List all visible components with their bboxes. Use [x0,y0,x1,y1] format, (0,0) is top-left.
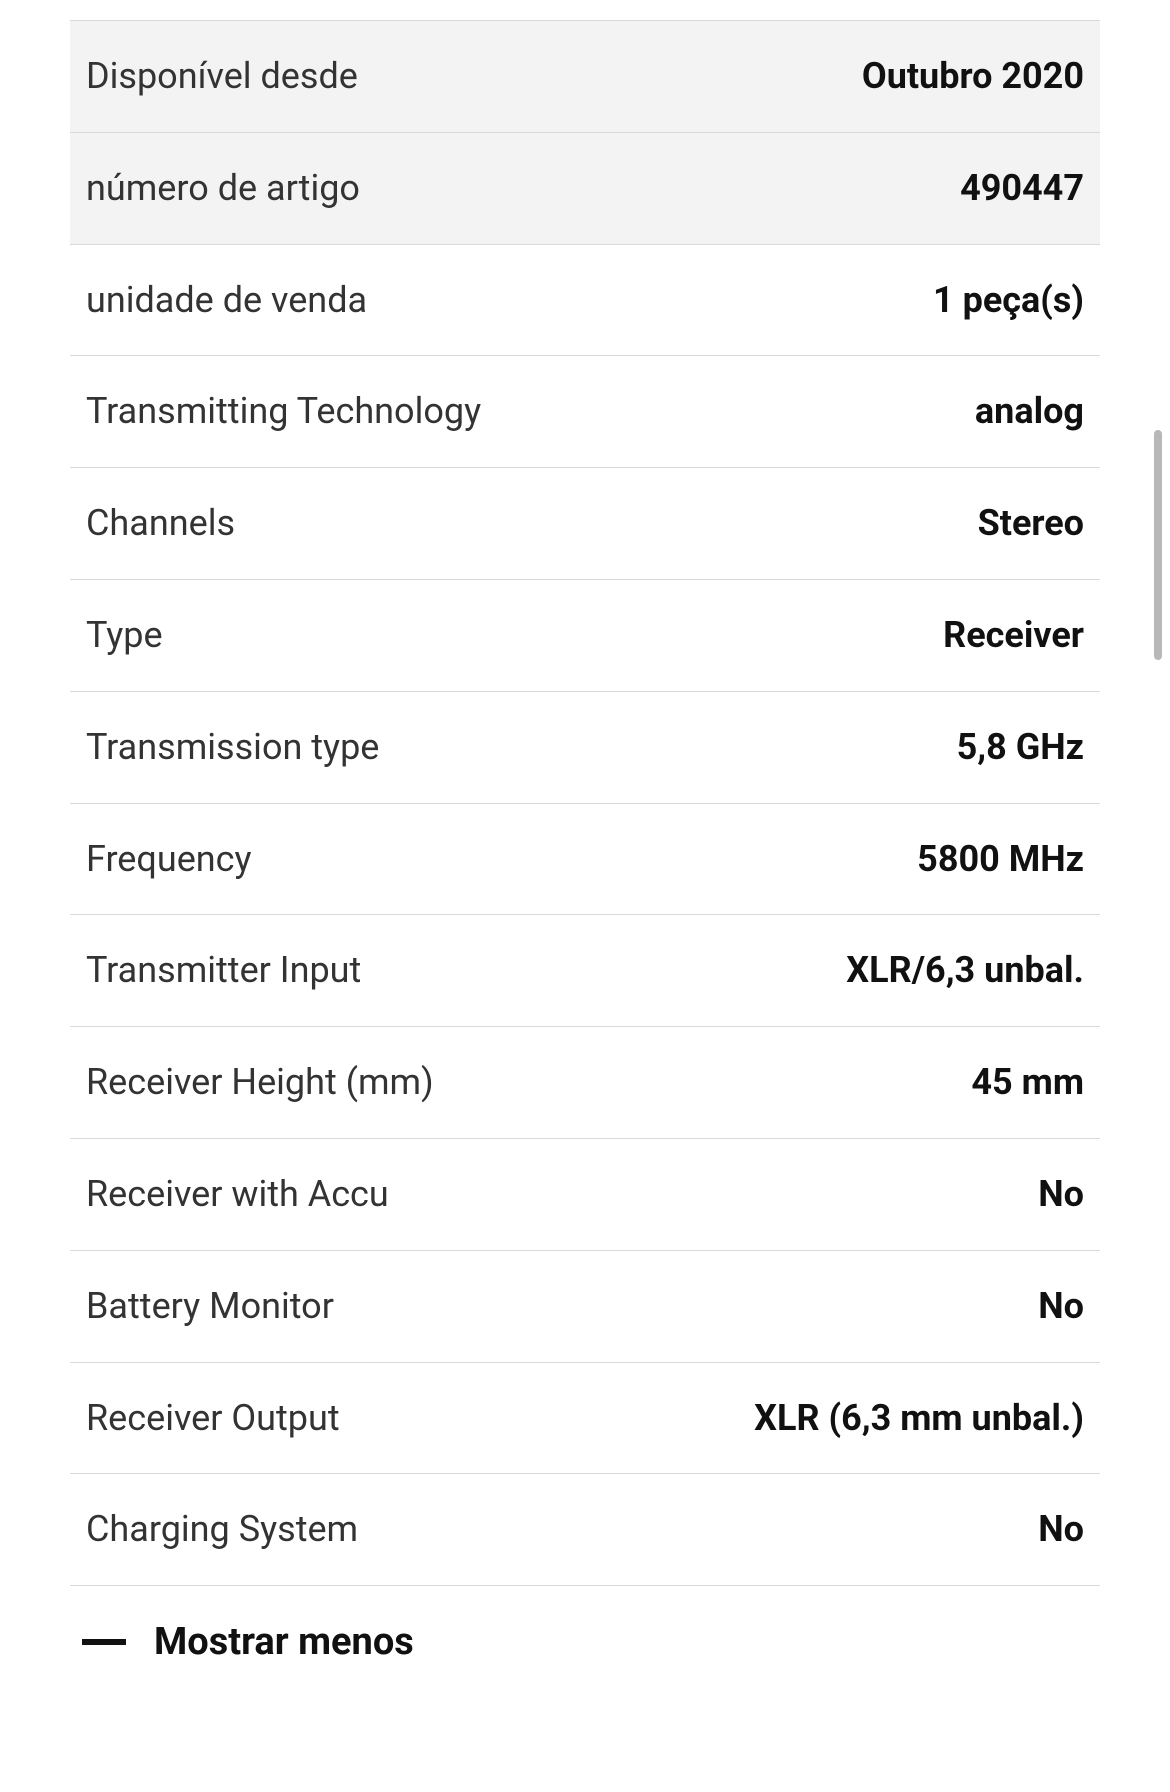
spec-value: XLR (6,3 mm unbal.) [754,1395,1084,1442]
minus-icon [82,1639,126,1645]
spec-value: Outubro 2020 [862,53,1084,100]
table-row: Transmitting Technology analog [70,356,1100,468]
spec-label: Transmission type [86,724,957,771]
spec-value: 45 mm [971,1059,1084,1106]
spec-label: Receiver with Accu [86,1171,1038,1218]
spec-label: Receiver Height (mm) [86,1059,971,1106]
spec-label: Type [86,612,943,659]
toggle-label: Mostrar menos [154,1620,414,1664]
spec-value: Receiver [943,612,1084,659]
spec-label: Transmitter Input [86,947,846,994]
spec-value: analog [975,388,1084,435]
spec-table: Disponível desde Outubro 2020 número de … [70,20,1100,1586]
spec-label: Transmitting Technology [86,388,975,435]
spec-container: Disponível desde Outubro 2020 número de … [0,20,1170,1684]
table-row: Type Receiver [70,580,1100,692]
table-row: unidade de venda 1 peça(s) [70,245,1100,357]
table-row: Receiver Height (mm) 45 mm [70,1027,1100,1139]
spec-label: Battery Monitor [86,1283,1038,1330]
spec-value: Stereo [978,500,1084,547]
spec-value: 5,8 GHz [957,724,1084,771]
table-row: número de artigo 490447 [70,133,1100,245]
spec-label: Frequency [86,836,917,883]
table-row: Battery Monitor No [70,1251,1100,1363]
spec-value: No [1038,1283,1084,1330]
spec-label: Disponível desde [86,53,862,100]
scrollbar-thumb[interactable] [1154,430,1162,660]
table-row: Disponível desde Outubro 2020 [70,21,1100,133]
table-row: Transmitter Input XLR/6,3 unbal. [70,915,1100,1027]
show-less-button[interactable]: Mostrar menos [70,1586,1100,1684]
table-row: Charging System No [70,1474,1100,1586]
spec-value: No [1038,1171,1084,1218]
spec-label: Channels [86,500,978,547]
table-row: Receiver with Accu No [70,1139,1100,1251]
spec-value: 1 peça(s) [933,277,1084,324]
spec-label: Charging System [86,1506,1038,1553]
spec-label: Receiver Output [86,1395,754,1442]
table-row: Channels Stereo [70,468,1100,580]
spec-value: 5800 MHz [917,836,1084,883]
table-row: Frequency 5800 MHz [70,804,1100,916]
table-row: Receiver Output XLR (6,3 mm unbal.) [70,1363,1100,1475]
spec-label: número de artigo [86,165,960,212]
spec-value: 490447 [960,165,1084,212]
table-row: Transmission type 5,8 GHz [70,692,1100,804]
spec-value: XLR/6,3 unbal. [846,947,1084,994]
spec-label: unidade de venda [86,277,933,324]
spec-value: No [1038,1506,1084,1553]
